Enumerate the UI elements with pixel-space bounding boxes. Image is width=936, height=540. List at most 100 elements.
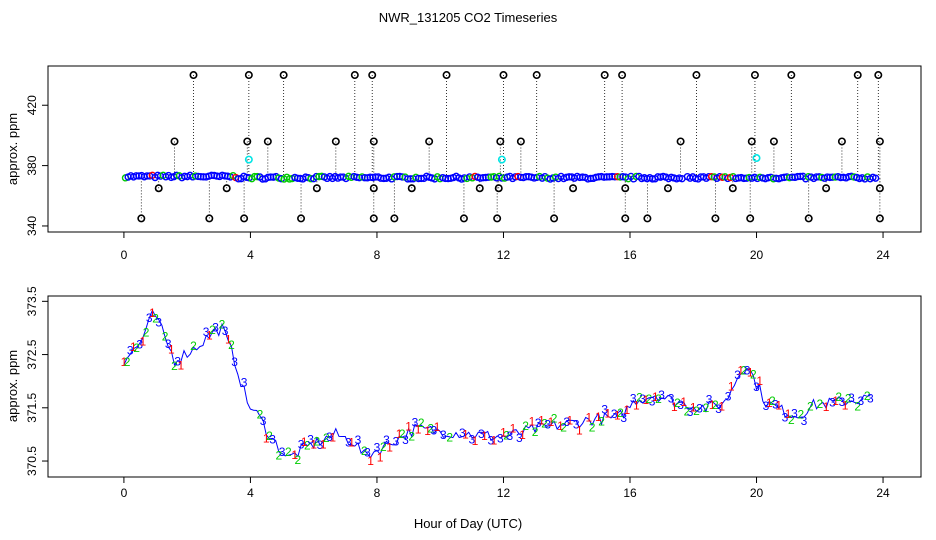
mid-low-point [407, 184, 416, 193]
series-2-marker: 2 [684, 405, 691, 419]
series-1-marker: 1 [405, 420, 412, 434]
series-3-marker: 3 [136, 338, 143, 352]
series-2-marker: 2 [712, 398, 719, 412]
series-3-marker: 3 [516, 431, 523, 445]
series-1-marker: 1 [747, 365, 754, 379]
bottom-y-tick-label: 371.5 [25, 392, 39, 422]
series-3-marker: 3 [601, 403, 608, 417]
baseline-point [871, 174, 880, 182]
series-1-marker: 1 [510, 421, 517, 435]
mid-high-point [747, 137, 756, 146]
bottom-x-tick-label: 16 [623, 486, 637, 500]
mid-high-point [837, 137, 846, 146]
series-2-marker: 2 [807, 399, 814, 413]
series-1-marker: 1 [652, 390, 659, 404]
low-spike-point [390, 214, 399, 223]
high-spike-point [532, 71, 541, 80]
series-1-marker: 1 [614, 409, 621, 423]
series-3-marker: 3 [203, 325, 210, 339]
series-1-marker: 1 [728, 380, 735, 394]
bottom-y-tick-label: 373.5 [25, 286, 39, 316]
series-3-marker: 3 [649, 394, 656, 408]
series-1-marker: 1 [642, 393, 649, 407]
top-y-tick-label: 420 [25, 95, 39, 115]
series-2-marker: 2 [380, 440, 387, 454]
series-3-marker: 3 [402, 433, 409, 447]
series-2-marker: 2 [589, 420, 596, 434]
series-1-marker: 1 [567, 414, 574, 428]
series-3-marker: 3 [307, 432, 314, 446]
mid-high-point [875, 137, 884, 146]
series-3-marker: 3 [383, 433, 390, 447]
series-2-marker: 2 [835, 390, 842, 404]
series-1-marker: 1 [424, 424, 431, 438]
top-y-axis-label: approx. ppm [5, 113, 20, 185]
top-x-tick-label: 20 [750, 248, 764, 262]
series-3-marker: 3 [544, 418, 551, 432]
high-spike-point [279, 71, 288, 80]
series-3-marker: 3 [535, 416, 542, 430]
series-1-marker: 1 [842, 399, 849, 413]
series-3-marker: 3 [839, 395, 846, 409]
series-2-marker: 2 [143, 325, 150, 339]
low-spike-point [205, 214, 214, 223]
series-2-marker: 2 [674, 396, 681, 410]
high-spike-point [618, 71, 627, 80]
series-1-marker: 1 [595, 410, 602, 424]
top-x-tick-label: 0 [121, 248, 128, 262]
low-spike-point [804, 214, 813, 223]
series-1-marker: 1 [434, 420, 441, 434]
series-3-marker: 3 [506, 429, 513, 443]
series-2-marker: 2 [560, 421, 567, 435]
series-1-marker: 1 [225, 333, 232, 347]
top-y-tick-label: 340 [25, 216, 39, 236]
series-3-marker: 3 [734, 368, 741, 382]
series-3-marker: 3 [744, 363, 751, 377]
series-3-marker: 3 [620, 411, 627, 425]
cyan-point [497, 155, 506, 164]
top-panel: approx. ppm 0 4 8 12 16 20 24 340 380 420 [5, 65, 922, 262]
series-3-marker: 3 [829, 396, 836, 410]
series-2-marker: 2 [257, 408, 264, 422]
series-3-marker: 3 [801, 414, 808, 428]
mid-low-point [369, 184, 378, 193]
mid-low-point [222, 184, 231, 193]
series-1-marker: 1 [529, 415, 536, 429]
series-3-marker: 3 [858, 394, 865, 408]
series-1-marker: 1 [690, 400, 697, 414]
top-x-tick-label: 12 [497, 248, 511, 262]
series-3-marker: 3 [212, 321, 219, 335]
series-3-marker: 3 [174, 355, 181, 369]
high-spike-point [874, 71, 883, 80]
series-2-marker: 2 [276, 448, 283, 462]
top-y-tick-label: 380 [25, 155, 39, 175]
top-marks [121, 71, 884, 223]
series-2-marker: 2 [636, 391, 643, 405]
series-3-marker: 3 [668, 391, 675, 405]
series-2-marker: 2 [750, 368, 757, 382]
mid-low-point [875, 184, 884, 193]
series-1-marker: 1 [386, 440, 393, 454]
series-2-marker: 2 [788, 413, 795, 427]
series-3-marker: 3 [146, 311, 153, 325]
series-1-marker: 1 [168, 342, 175, 356]
mid-high-point [496, 137, 505, 146]
cyan-point [752, 154, 761, 163]
series-3-marker: 3 [279, 445, 286, 459]
series-1-marker: 1 [377, 450, 384, 464]
mid-low-point [621, 184, 630, 193]
series-2-marker: 2 [124, 355, 131, 369]
series-2-marker: 2 [551, 411, 558, 425]
mid-high-point [769, 137, 778, 146]
series-3-marker: 3 [393, 434, 400, 448]
series-1-marker: 1 [140, 334, 147, 348]
series-1-marker: 1 [538, 413, 545, 427]
x-axis-label: Hour of Day (UTC) [414, 516, 522, 531]
high-spike-point [442, 71, 451, 80]
series-3-marker: 3 [611, 407, 618, 421]
series-3-marker: 3 [696, 402, 703, 416]
series-1-marker: 1 [178, 359, 185, 373]
low-spike-point [711, 214, 720, 223]
cyan-point [244, 155, 253, 164]
